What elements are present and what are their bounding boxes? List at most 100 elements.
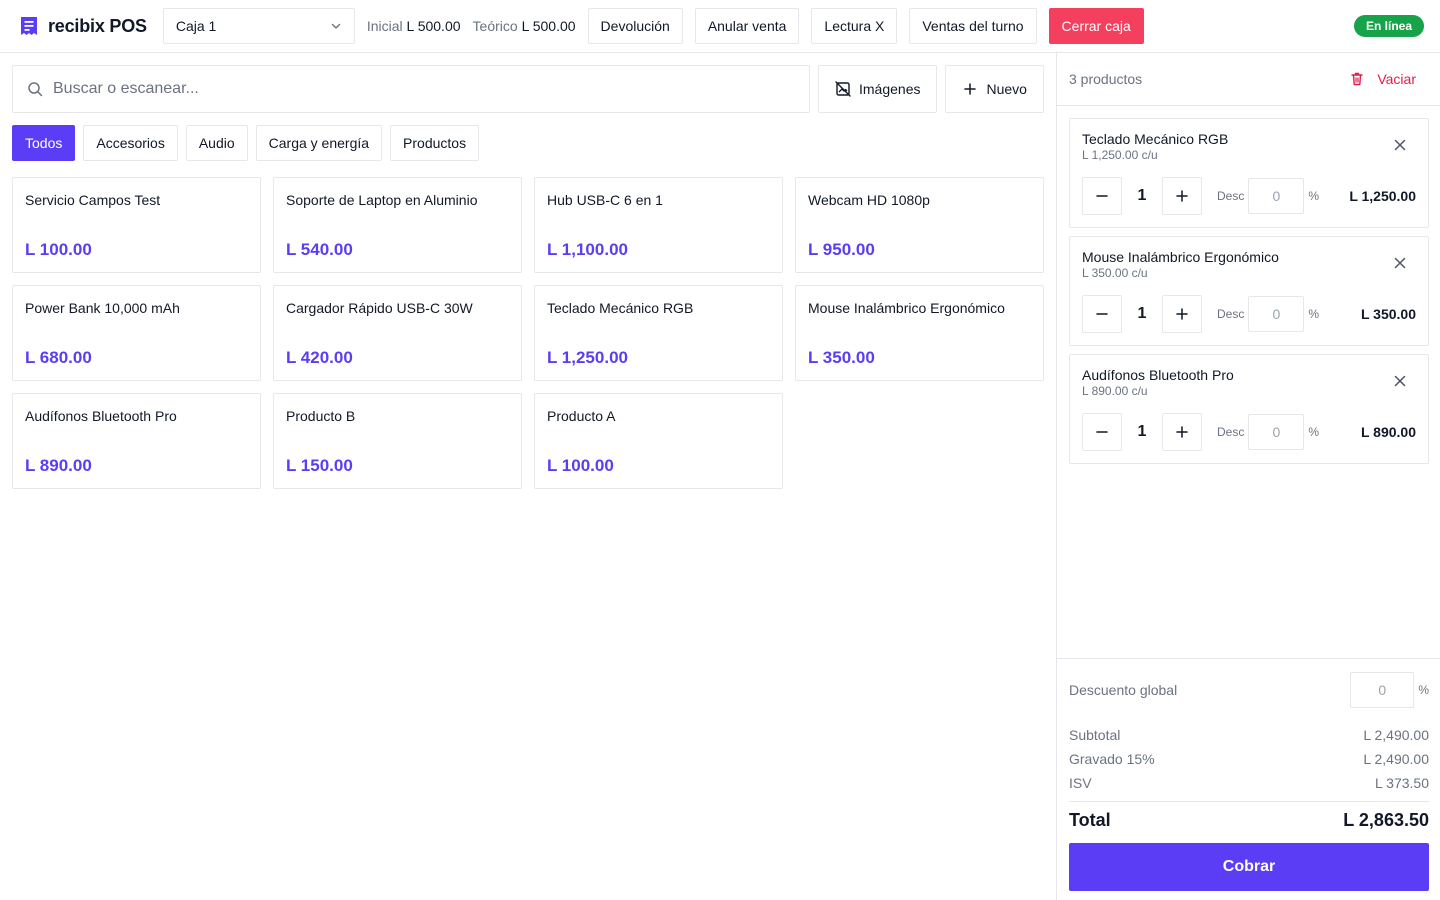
discount-input[interactable]: 0 xyxy=(1248,296,1305,332)
return-button[interactable]: Devolución xyxy=(587,8,683,44)
shift-sales-button[interactable]: Ventas del turno xyxy=(909,8,1037,44)
tax-row: ISV L 373.50 xyxy=(1069,771,1429,795)
search-input[interactable]: Buscar o escanear... xyxy=(12,65,810,113)
product-card[interactable]: Cargador Rápido USB-C 30W L 420.00 xyxy=(273,285,522,381)
close-register-button[interactable]: Cerrar caja xyxy=(1048,8,1144,44)
increase-qty-button[interactable] xyxy=(1162,177,1202,215)
discount-input[interactable]: 0 xyxy=(1248,178,1305,214)
remove-item-button[interactable] xyxy=(1388,369,1412,393)
product-card[interactable]: Webcam HD 1080p L 950.00 xyxy=(795,177,1044,273)
product-name: Audífonos Bluetooth Pro xyxy=(25,408,177,424)
register-select[interactable]: Caja 1 xyxy=(162,8,355,44)
product-price: L 1,100.00 xyxy=(547,240,628,259)
subtotal-label: Subtotal xyxy=(1069,727,1121,743)
product-name: Webcam HD 1080p xyxy=(808,192,930,208)
product-name: Cargador Rápido USB-C 30W xyxy=(286,300,473,316)
product-price: L 150.00 xyxy=(286,456,353,475)
initial-label: Inicial xyxy=(366,18,403,34)
cart-count: 3 productos xyxy=(1069,71,1143,87)
brand: recibix POS xyxy=(20,16,147,37)
cart-item: Mouse Inalámbrico Ergonómico L 350.00 c/… xyxy=(1069,236,1429,346)
product-card[interactable]: Soporte de Laptop en Aluminio L 540.00 xyxy=(273,177,522,273)
category-tab-accesorios[interactable]: Accesorios xyxy=(83,125,178,161)
initial-stat: Inicial L 500.00 xyxy=(367,18,461,34)
x-read-button[interactable]: Lectura X xyxy=(811,8,898,44)
product-card[interactable]: Producto B L 150.00 xyxy=(273,393,522,489)
product-name: Soporte de Laptop en Aluminio xyxy=(286,192,478,208)
decrease-qty-button[interactable] xyxy=(1082,177,1122,215)
total-label: Total xyxy=(1069,810,1111,830)
close-icon xyxy=(1394,375,1406,387)
discount-label: Desc xyxy=(1217,425,1245,439)
category-tab-todos[interactable]: Todos xyxy=(12,125,76,161)
product-card[interactable]: Servicio Campos Test L 100.00 xyxy=(12,177,261,273)
plus-icon xyxy=(1176,190,1188,202)
category-tabs: Todos Accesorios Audio Carga y energía P… xyxy=(12,125,480,161)
cart-item: Teclado Mecánico RGB L 1,250.00 c/u 1 De… xyxy=(1069,118,1429,228)
images-label: Imágenes xyxy=(859,81,921,97)
cart-header: 3 productos Vaciar xyxy=(1057,53,1440,106)
plus-icon xyxy=(1176,308,1188,320)
receipt-icon xyxy=(20,16,38,36)
minus-icon xyxy=(1096,431,1108,433)
category-tab-productos[interactable]: Productos xyxy=(390,125,480,161)
cart-item-name: Mouse Inalámbrico Ergonómico xyxy=(1082,249,1279,265)
remove-item-button[interactable] xyxy=(1388,251,1412,275)
pay-button[interactable]: Cobrar xyxy=(1069,843,1429,891)
product-card[interactable]: Hub USB-C 6 en 1 L 1,100.00 xyxy=(534,177,783,273)
total-row: Total L 2,863.50 xyxy=(1069,801,1429,831)
qty-value[interactable]: 1 xyxy=(1137,423,1147,440)
product-card[interactable]: Teclado Mecánico RGB L 1,250.00 xyxy=(534,285,783,381)
category-tab-carga-energia[interactable]: Carga y energía xyxy=(255,125,383,161)
new-product-button[interactable]: Nuevo xyxy=(945,65,1044,113)
product-price: L 350.00 xyxy=(808,348,875,367)
product-card[interactable]: Mouse Inalámbrico Ergonómico L 350.00 xyxy=(795,285,1044,381)
product-name: Mouse Inalámbrico Ergonómico xyxy=(808,300,1005,316)
cart-item-name: Teclado Mecánico RGB xyxy=(1082,131,1229,147)
cart-item-total: L 350.00 xyxy=(1360,306,1416,322)
cart-item-unit-price: L 350.00 c/u xyxy=(1082,266,1148,280)
increase-qty-button[interactable] xyxy=(1162,295,1202,333)
empty-cart-label: Vaciar xyxy=(1377,71,1416,87)
discount-label: Desc xyxy=(1217,189,1245,203)
cart-panel: 3 productos Vaciar Teclado Mecánico RGB … xyxy=(1056,53,1440,900)
image-off-icon xyxy=(835,81,851,97)
product-card[interactable]: Power Bank 10,000 mAh L 680.00 xyxy=(12,285,261,381)
product-price: L 100.00 xyxy=(25,240,92,259)
increase-qty-button[interactable] xyxy=(1162,413,1202,451)
product-card[interactable]: Audífonos Bluetooth Pro L 890.00 xyxy=(12,393,261,489)
subtotal-row: Subtotal L 2,490.00 xyxy=(1069,723,1429,747)
status-badge: En línea xyxy=(1353,15,1424,37)
minus-icon xyxy=(1096,195,1108,197)
cart-item-total: L 1,250.00 xyxy=(1349,188,1416,204)
tax-label: ISV xyxy=(1069,775,1092,791)
plus-icon xyxy=(1176,426,1188,438)
empty-cart-button[interactable]: Vaciar xyxy=(1349,71,1428,87)
plus-icon xyxy=(962,81,978,97)
theoretical-value: L 500.00 xyxy=(521,18,576,34)
product-name: Hub USB-C 6 en 1 xyxy=(547,192,663,208)
toggle-images-button[interactable]: Imágenes xyxy=(818,65,938,113)
decrease-qty-button[interactable] xyxy=(1082,295,1122,333)
qty-value[interactable]: 1 xyxy=(1137,305,1147,322)
global-discount-input[interactable]: 0 xyxy=(1350,672,1415,708)
discount-label: Desc xyxy=(1217,307,1245,321)
cart-item-controls: 1 Desc 0 % L 350.00 xyxy=(1082,295,1416,333)
summary-lines: Subtotal L 2,490.00 Gravado 15% L 2,490.00… xyxy=(1069,723,1429,795)
product-price: L 100.00 xyxy=(547,456,614,475)
discount-input[interactable]: 0 xyxy=(1248,414,1305,450)
cart-item-total: L 890.00 xyxy=(1360,424,1416,440)
initial-value: L 500.00 xyxy=(406,18,461,34)
void-sale-button[interactable]: Anular venta xyxy=(694,8,800,44)
remove-item-button[interactable] xyxy=(1388,133,1412,157)
product-name: Teclado Mecánico RGB xyxy=(547,300,694,316)
qty-value[interactable]: 1 xyxy=(1137,187,1147,204)
search-placeholder: Buscar o escanear... xyxy=(53,80,199,97)
product-price: L 680.00 xyxy=(25,348,92,367)
product-card[interactable]: Producto A L 100.00 xyxy=(534,393,783,489)
product-price: L 1,250.00 xyxy=(547,348,628,367)
category-tab-audio[interactable]: Audio xyxy=(185,125,248,161)
decrease-qty-button[interactable] xyxy=(1082,413,1122,451)
cart-item-controls: 1 Desc 0 % L 890.00 xyxy=(1082,413,1416,451)
global-discount-row: Descuento global 0 % xyxy=(1069,671,1429,709)
